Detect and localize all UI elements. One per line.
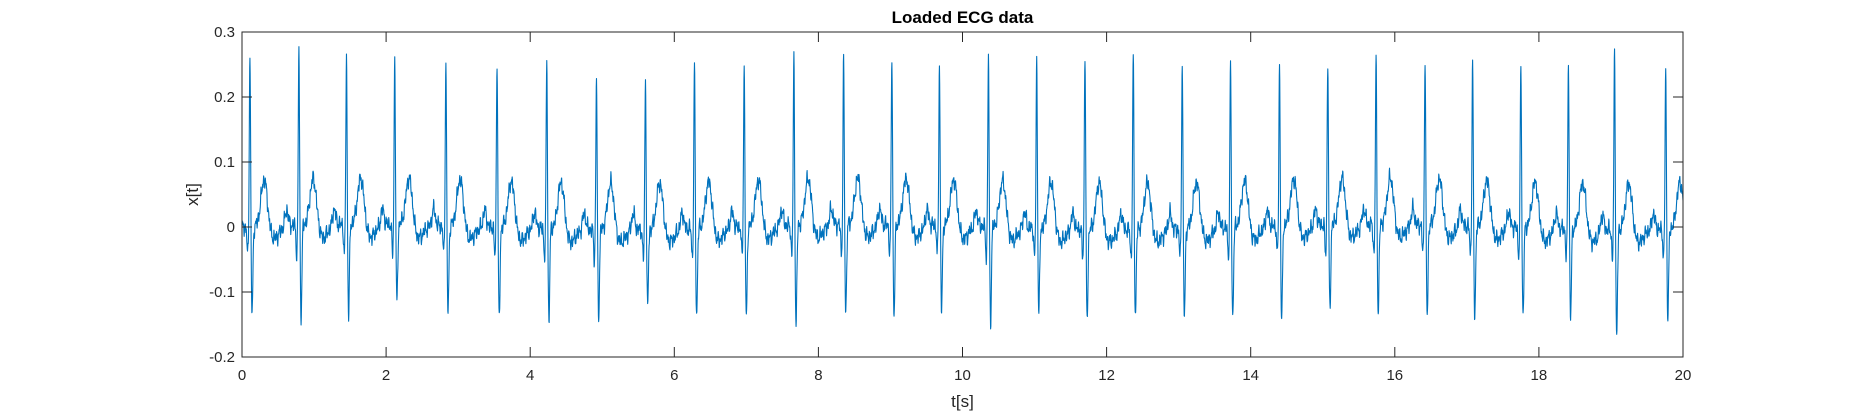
x-tick-label: 10 [954, 367, 971, 384]
y-tick-label: 0.1 [214, 154, 235, 171]
y-tick-label: 0.2 [214, 89, 235, 106]
y-tick-label: -0.2 [209, 349, 235, 366]
y-tick-label: 0 [227, 219, 235, 236]
x-tick-label: 4 [526, 367, 534, 384]
x-tick-label: 2 [382, 367, 390, 384]
x-tick-label: 18 [1531, 367, 1548, 384]
x-tick-label: 8 [814, 367, 822, 384]
ecg-series-line [242, 46, 1683, 335]
y-tick-label: -0.1 [209, 284, 235, 301]
chart-title: Loaded ECG data [892, 8, 1034, 27]
x-tick-label: 0 [238, 367, 246, 384]
y-tick-label: 0.3 [214, 24, 235, 41]
plot-area [242, 32, 1683, 357]
x-tick-label: 6 [670, 367, 678, 384]
x-tick-label: 12 [1098, 367, 1115, 384]
x-tick-label: 16 [1386, 367, 1403, 384]
y-axis-label: x[t] [183, 183, 202, 206]
series-layer [242, 46, 1683, 335]
x-axis-label: t[s] [951, 392, 974, 411]
x-tick-label: 20 [1675, 367, 1692, 384]
axes-layer: 0 2 4 6 8 10 12 14 16 18 20 -0.2 -0.1 0 0.1 0.2 0.3 [209, 24, 1691, 384]
x-tick-label: 14 [1242, 367, 1259, 384]
